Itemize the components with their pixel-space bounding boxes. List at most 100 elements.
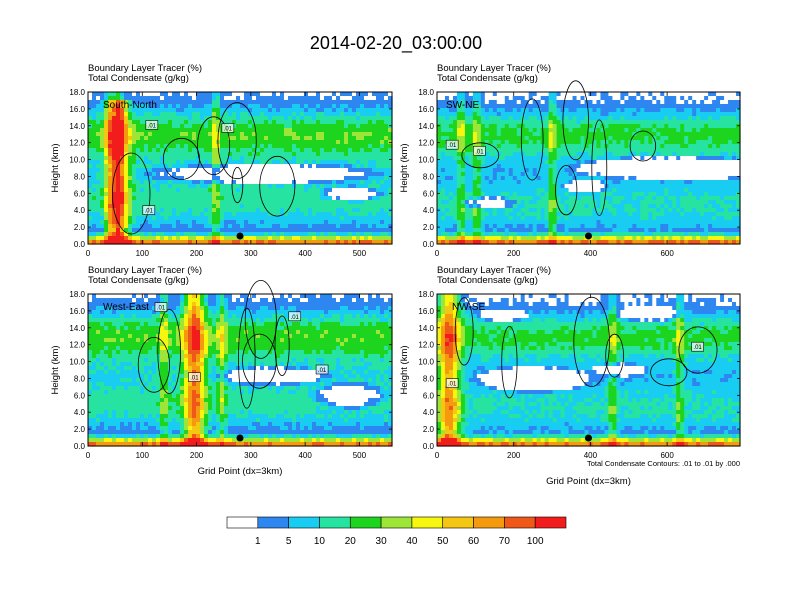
heatmap-cell — [692, 172, 697, 177]
heatmap-cell — [284, 100, 289, 105]
heatmap-cell — [212, 188, 217, 193]
heatmap-cell — [672, 156, 677, 161]
heatmap-cell — [164, 112, 169, 117]
contour-line — [197, 116, 231, 175]
heatmap-cell — [600, 160, 606, 165]
heatmap-cell — [224, 160, 229, 165]
heatmap-cell — [452, 124, 458, 129]
heatmap-cell — [284, 112, 289, 117]
heatmap-cell — [364, 116, 369, 121]
heatmap-cell — [444, 112, 450, 117]
heatmap-cell — [152, 128, 157, 133]
heatmap-cell — [324, 168, 329, 173]
heatmap-cell — [116, 180, 121, 185]
heatmap-cell — [356, 236, 361, 241]
heatmap-cell — [252, 236, 257, 241]
heatmap-cell — [624, 96, 629, 101]
heatmap-cell — [668, 124, 673, 129]
heatmap-cell — [200, 220, 205, 225]
heatmap-cell — [116, 172, 121, 177]
heatmap-cell — [156, 100, 161, 105]
heatmap-cell — [308, 188, 313, 193]
heatmap-cell — [112, 108, 117, 113]
heatmap-cell — [104, 196, 109, 201]
heatmap-cell — [284, 96, 289, 101]
heatmap-cell — [268, 208, 273, 213]
contour-label: .01 — [145, 120, 159, 130]
heatmap-cell — [184, 92, 189, 97]
heatmap-cell — [484, 132, 490, 137]
heatmap-cell — [560, 176, 566, 181]
heatmap-cell — [560, 184, 566, 189]
heatmap-cell — [528, 164, 534, 169]
heatmap-cell — [484, 180, 490, 185]
heatmap-cell — [656, 180, 661, 185]
heatmap-cell — [352, 92, 357, 97]
heatmap-cell — [732, 144, 737, 149]
heatmap-cell — [156, 152, 161, 157]
heatmap-cell — [300, 152, 305, 157]
heatmap-cell — [736, 144, 741, 149]
heatmap-cell — [372, 200, 377, 205]
heatmap-cell — [236, 164, 241, 169]
heatmap-cell — [288, 108, 293, 113]
heatmap-cell — [560, 192, 566, 197]
heatmap-cell — [476, 176, 482, 181]
heatmap-cell — [296, 184, 301, 189]
heatmap-cell — [732, 112, 737, 117]
heatmap-cell — [340, 236, 345, 241]
heatmap-cell — [532, 140, 538, 145]
heatmap-cell — [560, 104, 566, 109]
heatmap-cell — [388, 172, 393, 177]
heatmap-cell — [280, 200, 285, 205]
heatmap-cell — [172, 152, 177, 157]
heatmap-cell — [332, 112, 337, 117]
heatmap-cell — [456, 116, 462, 121]
heatmap-cell — [128, 140, 133, 145]
heatmap-cell — [192, 104, 197, 109]
heatmap-cell — [328, 160, 333, 165]
heatmap-cell — [548, 140, 554, 145]
heatmap-cell — [712, 104, 717, 109]
heatmap-cell — [504, 168, 510, 173]
heatmap-cell — [600, 164, 606, 169]
heatmap-cell — [312, 204, 317, 209]
heatmap-cell — [152, 108, 157, 113]
heatmap-cell — [292, 120, 297, 125]
heatmap-cell — [128, 240, 133, 245]
heatmap-cell — [164, 212, 169, 217]
heatmap-cell — [564, 160, 570, 165]
heatmap-cell — [188, 120, 193, 125]
heatmap-cell — [580, 184, 586, 189]
heatmap-cell — [360, 92, 365, 97]
heatmap-cell — [664, 156, 669, 161]
heatmap-cell — [444, 100, 450, 105]
heatmap-cell — [680, 108, 685, 113]
heatmap-cell — [300, 136, 305, 141]
heatmap-cell — [656, 92, 661, 97]
heatmap-cell — [572, 96, 578, 101]
heatmap-cell — [168, 160, 173, 165]
heatmap-cell — [640, 100, 645, 105]
heatmap-cell — [132, 220, 137, 225]
heatmap-cell — [300, 224, 305, 229]
heatmap-cell — [472, 180, 478, 185]
contour-line — [231, 166, 244, 204]
heatmap-cell — [164, 216, 169, 221]
heatmap-cell — [736, 192, 741, 197]
heatmap-cell — [136, 168, 141, 173]
heatmap-cell — [348, 216, 353, 221]
heatmap-cell — [332, 92, 337, 97]
heatmap-cell — [256, 108, 261, 113]
heatmap-cell — [364, 204, 369, 209]
heatmap-cell — [184, 180, 189, 185]
heatmap-cell — [360, 236, 365, 241]
heatmap-cell — [124, 132, 129, 137]
heatmap-cell — [228, 188, 233, 193]
heatmap-cell — [204, 188, 209, 193]
heatmap-cell — [148, 104, 153, 109]
heatmap-cell — [672, 176, 677, 181]
heatmap-cell — [220, 216, 225, 221]
heatmap-cell — [260, 208, 265, 213]
heatmap-cell — [492, 124, 498, 129]
